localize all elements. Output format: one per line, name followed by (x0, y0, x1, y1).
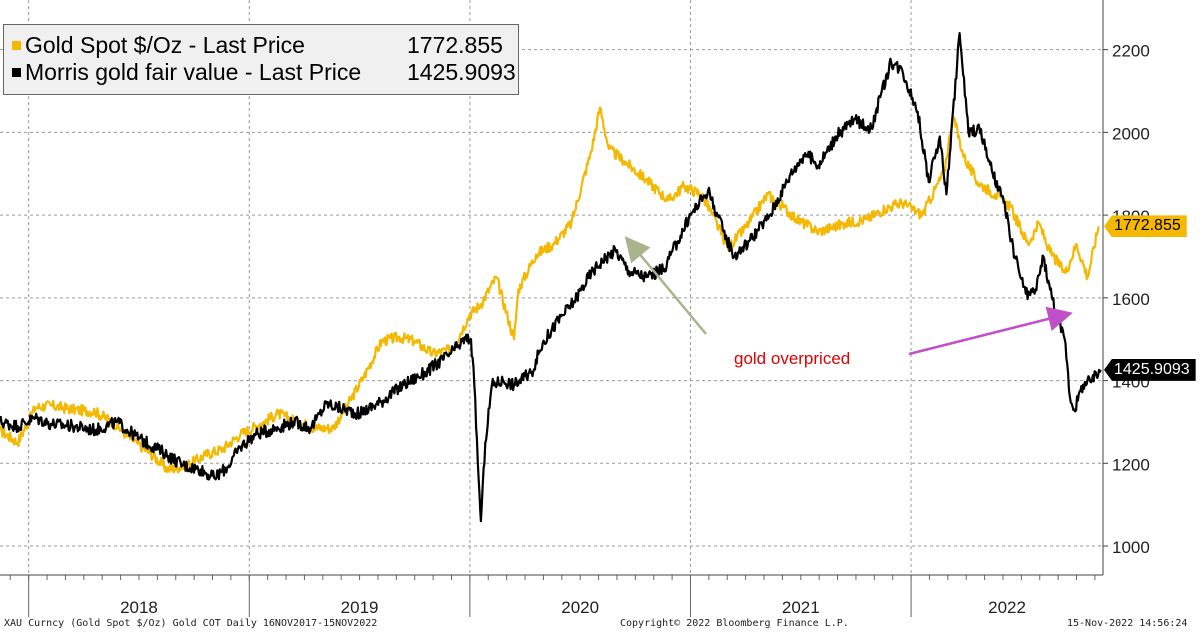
arrow-green (624, 236, 707, 335)
x-tick-label-2022: 2022 (988, 598, 1026, 617)
legend-value-gold: 1772.855 (407, 31, 503, 58)
series-line-morris-fair-value (0, 32, 1102, 523)
y-tick-label-2200: 2200 (1112, 42, 1150, 61)
annotation-arrows (624, 236, 1073, 356)
legend-swatch-gold (12, 40, 21, 50)
footer-source: XAU Curncy (Gold Spot $/Oz) Gold COT Dai… (4, 618, 378, 629)
legend-item-morris: Morris gold fair value - Last Price 1425… (12, 58, 516, 86)
series-line-gold-spot (0, 106, 1100, 474)
footer-timestamp: 15-Nov-2022 14:56:24 (1067, 618, 1188, 629)
series-layer (0, 32, 1102, 523)
x-tick-label-2020: 2020 (561, 598, 599, 617)
x-tick-label-2021: 2021 (782, 598, 820, 617)
arrow-purple (908, 306, 1073, 356)
last-price-badge-gold: 1772.855 (1104, 215, 1187, 238)
footer-copyright: Copyright© 2022 Bloomberg Finance L.P. (620, 618, 849, 629)
legend-label-gold: Gold Spot $/Oz - Last Price (25, 31, 305, 58)
legend-swatch-morris (12, 67, 21, 77)
legend-label-morris: Morris gold fair value - Last Price (25, 58, 362, 85)
x-tick-label-2019: 2019 (341, 598, 379, 617)
y-tick-label-1200: 1200 (1112, 455, 1150, 474)
x-tick-label-2018: 2018 (120, 598, 158, 617)
last-price-badge-morris: 1425.9093 (1104, 358, 1196, 381)
y-tick-label-2000: 2000 (1112, 124, 1150, 143)
legend: Gold Spot $/Oz - Last Price 1772.855 Mor… (3, 24, 519, 95)
legend-item-gold: Gold Spot $/Oz - Last Price 1772.855 (12, 31, 503, 59)
legend-value-morris: 1425.9093 (407, 58, 516, 85)
annotation-gold-overpriced: gold overpriced (734, 349, 851, 368)
y-tick-label-1600: 1600 (1112, 290, 1150, 309)
y-tick-label-1000: 1000 (1112, 538, 1150, 557)
